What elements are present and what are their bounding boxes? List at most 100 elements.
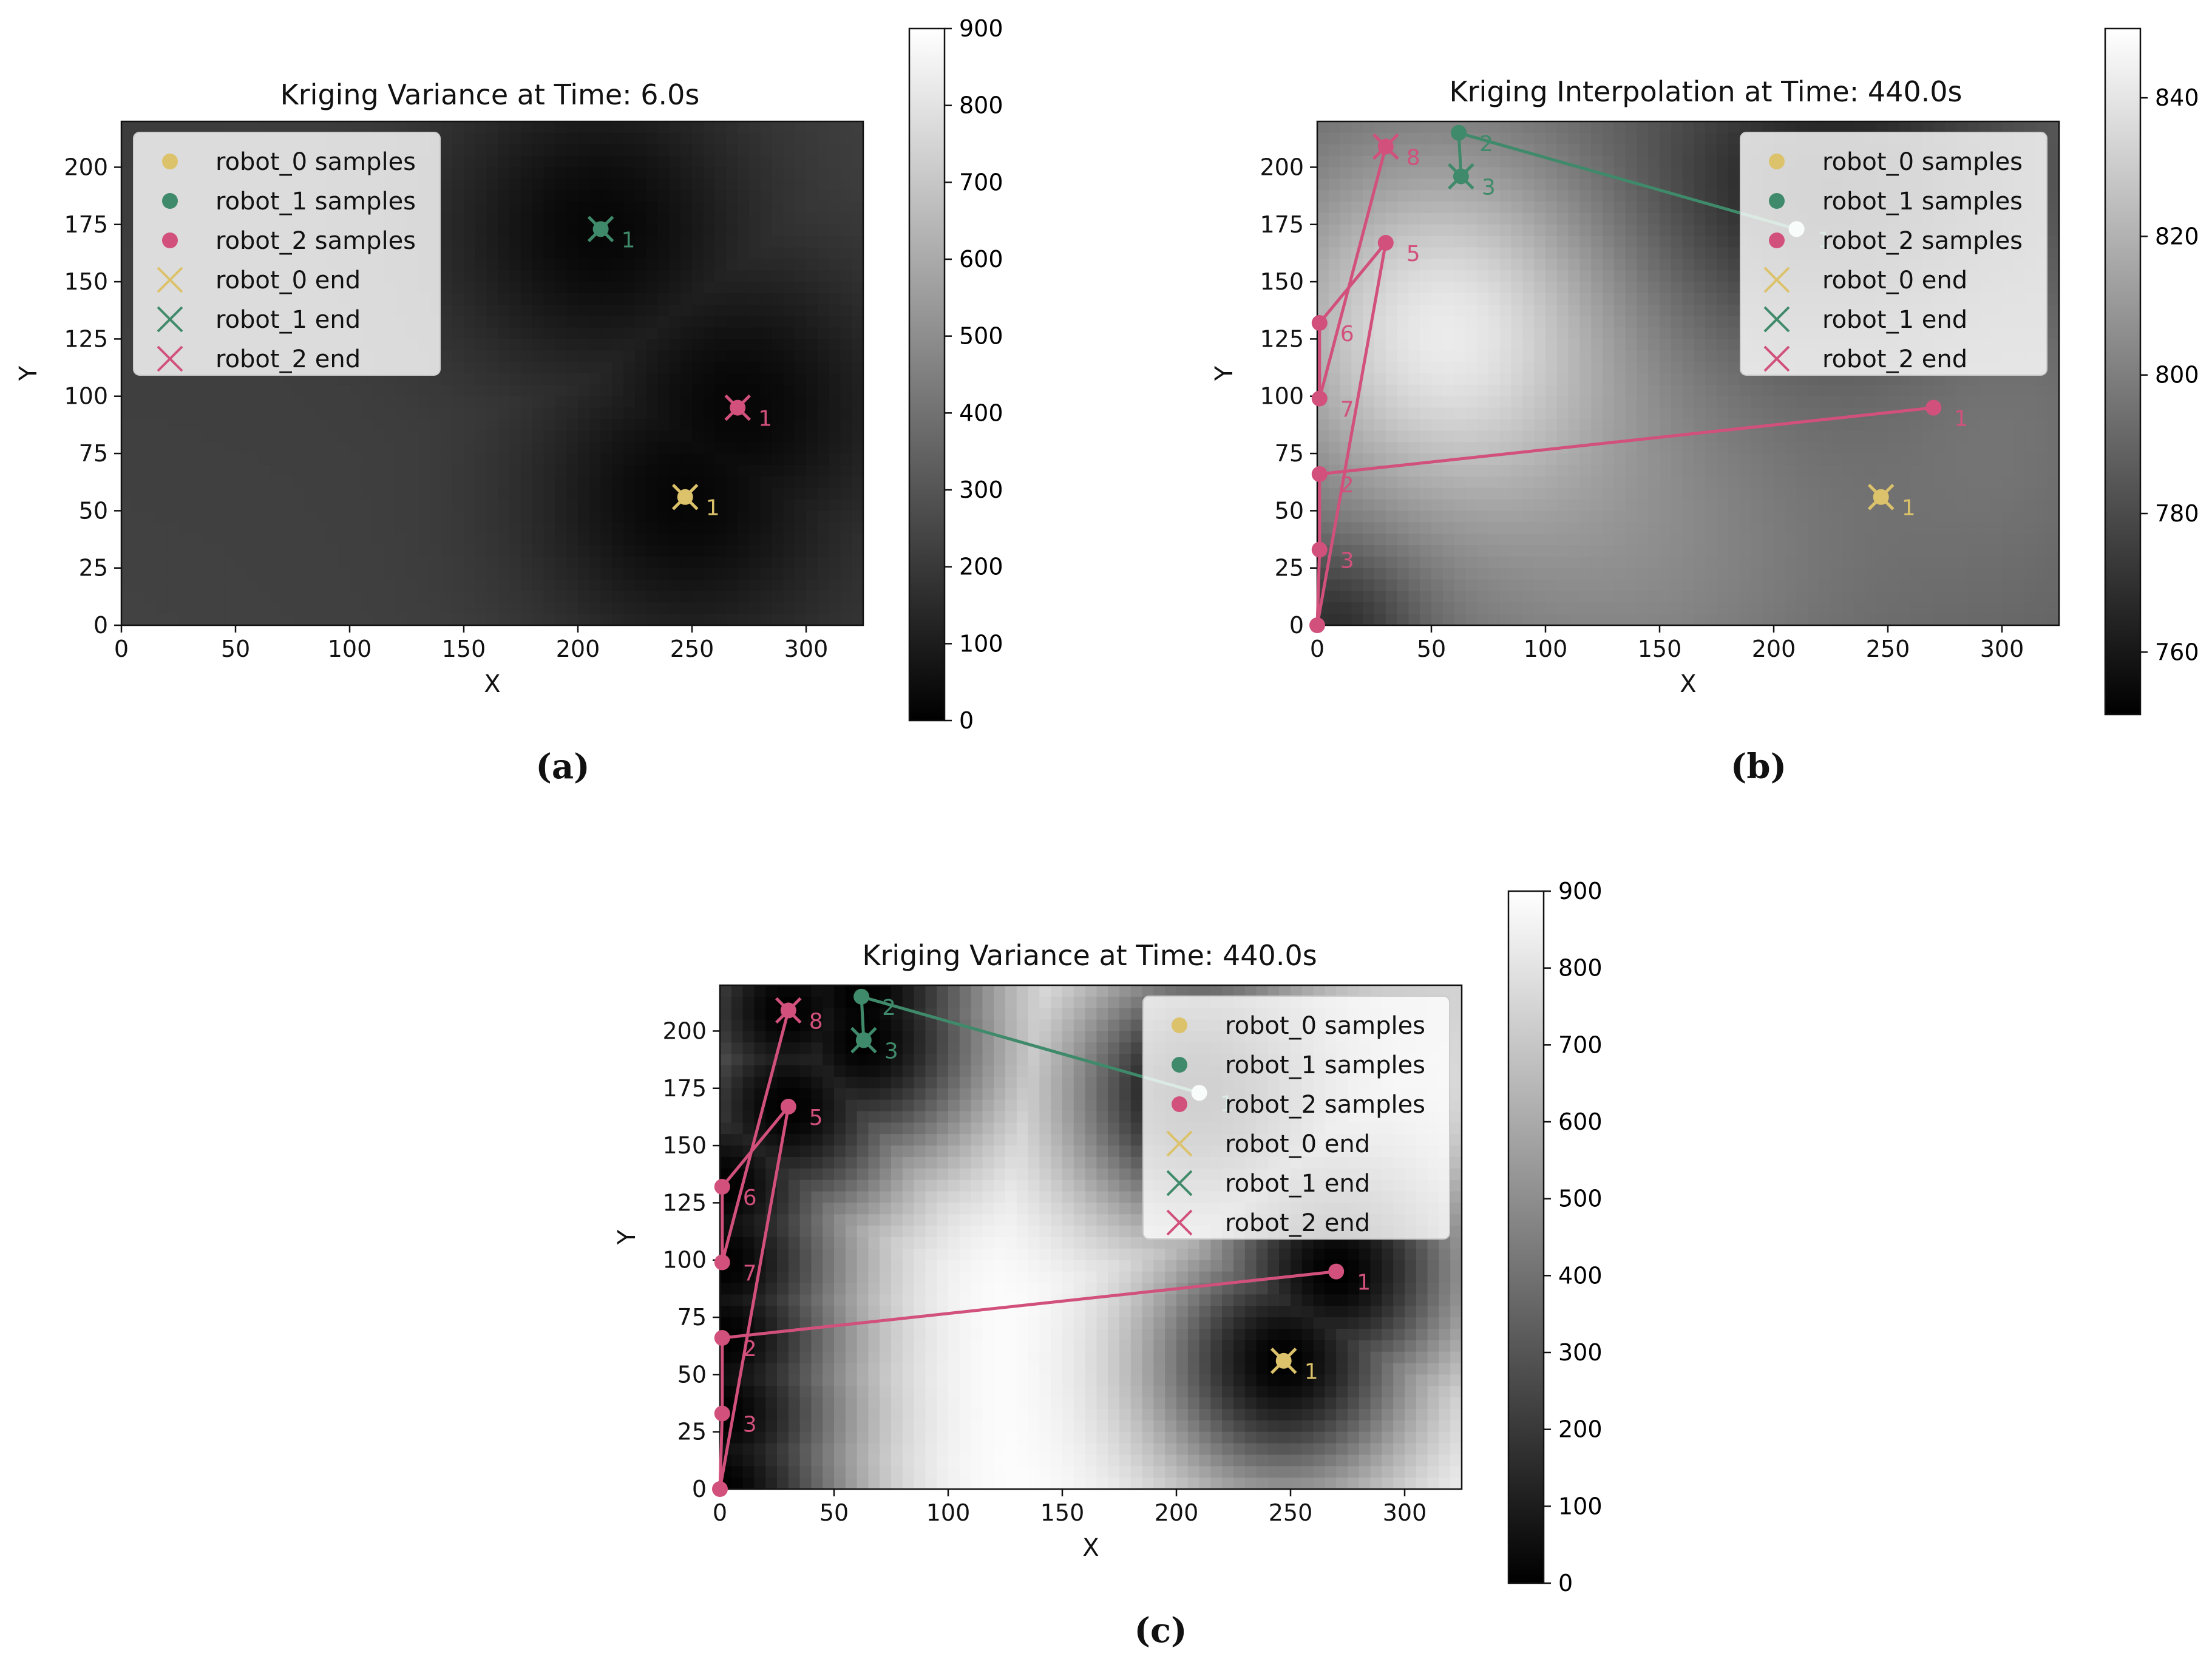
heatmap-cell <box>121 522 134 534</box>
heatmap-cell <box>635 236 647 248</box>
heatmap-cell <box>795 190 807 202</box>
heatmap-cell <box>212 545 225 557</box>
heatmap-cell <box>1385 534 1398 546</box>
heatmap-cell <box>1717 591 1729 603</box>
heatmap-cell <box>852 167 864 180</box>
heatmap-cell <box>589 259 602 271</box>
heatmap-cell <box>452 442 464 454</box>
heatmap-cell <box>1579 144 1592 157</box>
heatmap-cell <box>1340 534 1352 546</box>
heatmap-cell <box>726 442 738 454</box>
heatmap-cell <box>212 373 225 385</box>
heatmap-cell <box>1431 212 1444 225</box>
heatmap-cell <box>1762 545 1774 557</box>
heatmap-cell <box>1477 499 1489 512</box>
heatmap-cell <box>1591 419 1603 432</box>
heatmap-cell <box>224 534 236 546</box>
heatmap-cell <box>1363 373 1375 385</box>
heatmap-cell <box>486 247 499 260</box>
heatmap-cell <box>1739 487 1752 500</box>
heatmap-cell <box>1431 236 1444 248</box>
heatmap-cell <box>1420 396 1432 409</box>
heatmap-cell <box>1648 568 1660 580</box>
heatmap-cell <box>1385 167 1398 180</box>
heatmap-cell <box>1522 236 1535 248</box>
heatmap-cell <box>521 384 533 397</box>
heatmap-cell <box>1420 430 1432 443</box>
heatmap-cell <box>441 304 453 317</box>
heatmap-cell <box>155 534 168 546</box>
heatmap-cell <box>1579 579 1592 592</box>
heatmap-cell <box>1717 545 1729 557</box>
heatmap-cell <box>795 396 807 409</box>
heatmap-cell <box>1317 419 1329 432</box>
heatmap-cell <box>167 579 179 592</box>
heatmap-cell <box>1603 132 1615 145</box>
heatmap-cell <box>1625 350 1638 362</box>
heatmap-cell <box>852 259 864 271</box>
heatmap-cell <box>201 384 214 397</box>
heatmap-cell <box>1774 568 1786 580</box>
heatmap-cell <box>441 534 453 546</box>
heatmap-cell <box>1545 522 1558 534</box>
heatmap-cell <box>1762 614 1774 626</box>
heatmap-cell <box>1785 407 1797 420</box>
heatmap-cell <box>315 407 328 420</box>
heatmap-cell <box>657 282 670 294</box>
heatmap-cell <box>1603 339 1615 351</box>
heatmap-cell <box>749 304 761 317</box>
heatmap-cell <box>429 579 442 592</box>
heatmap-cell <box>646 384 659 397</box>
heatmap-cell <box>201 476 214 489</box>
heatmap-cell <box>657 419 670 432</box>
heatmap-cell <box>555 373 567 385</box>
heatmap-cell <box>657 167 670 180</box>
heatmap-cell <box>258 453 271 466</box>
heatmap-cell <box>680 614 693 626</box>
heatmap-cell <box>1648 212 1660 225</box>
heatmap-cell <box>270 556 282 569</box>
heatmap-cell <box>1511 167 1524 180</box>
heatmap-cell <box>475 132 487 145</box>
heatmap-cell <box>1591 236 1603 248</box>
heatmap-cell <box>1796 568 1809 580</box>
heatmap-cell <box>498 304 510 317</box>
heatmap-cell <box>1488 259 1501 271</box>
heatmap-cell <box>600 190 613 202</box>
heatmap-cell <box>1819 579 1831 592</box>
heatmap-cell <box>1739 534 1752 546</box>
heatmap-cell <box>521 476 533 489</box>
heatmap-cell <box>623 476 636 489</box>
heatmap-cell <box>1637 556 1649 569</box>
heatmap-cell <box>1499 476 1512 489</box>
heatmap-cell <box>509 453 521 466</box>
heatmap-cell <box>167 476 179 489</box>
heatmap-cell <box>121 556 134 569</box>
heatmap-cell <box>1625 259 1638 271</box>
heatmap-cell <box>555 247 567 260</box>
heatmap-cell <box>498 453 510 466</box>
heatmap-cell <box>1613 132 1626 145</box>
heatmap-cell <box>452 396 464 409</box>
heatmap-cell <box>1579 155 1592 168</box>
heatmap-cell <box>738 259 750 271</box>
heatmap-cell <box>441 545 453 557</box>
heatmap-cell <box>714 212 727 225</box>
heatmap-cell <box>1340 511 1352 523</box>
heatmap-cell <box>1477 202 1489 214</box>
heatmap-cell <box>293 464 305 477</box>
heatmap-cell <box>840 282 852 294</box>
heatmap-cell <box>236 579 248 592</box>
heatmap-cell <box>566 373 578 385</box>
heatmap-cell <box>509 178 521 191</box>
heatmap-cell <box>293 487 305 500</box>
heatmap-cell <box>1819 453 1831 466</box>
heatmap-cell <box>315 419 328 432</box>
heatmap-cell <box>212 396 225 409</box>
heatmap-cell <box>475 121 487 134</box>
heatmap-cell <box>1751 579 1763 592</box>
heatmap-cell <box>714 602 727 614</box>
heatmap-cell <box>783 430 795 443</box>
heatmap-cell <box>669 132 681 145</box>
heatmap-cell <box>315 534 328 546</box>
